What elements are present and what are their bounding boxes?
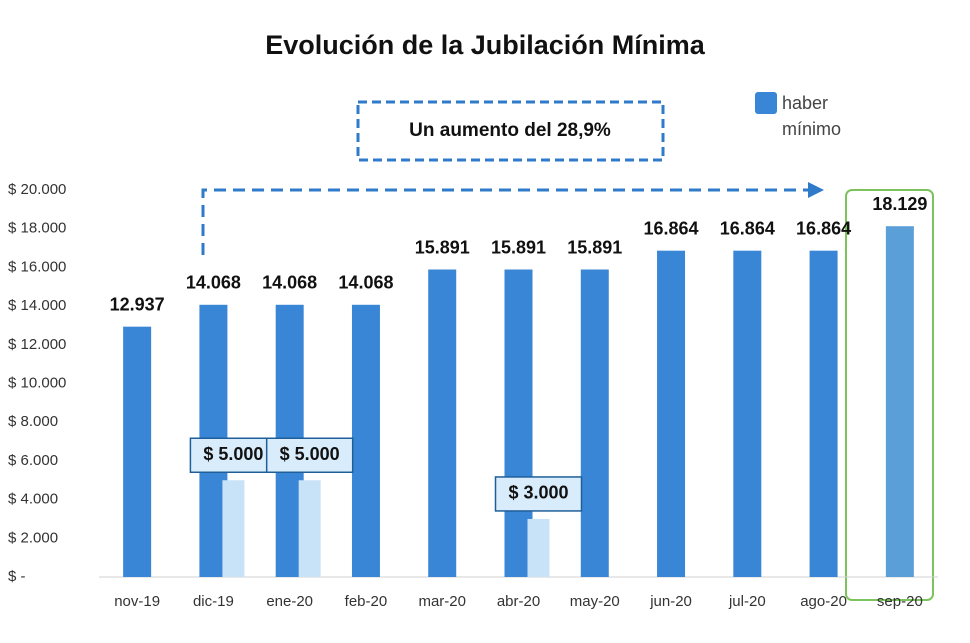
- value-label: 14.068: [186, 273, 241, 293]
- bonus-bar: [298, 480, 321, 577]
- value-label: 15.891: [415, 237, 470, 257]
- y-tick-label: $ 8.000: [8, 413, 58, 430]
- y-tick-label: $ 2.000: [8, 529, 58, 546]
- bar: [733, 250, 762, 578]
- arrow-head: [808, 182, 824, 198]
- bonus-label-box: [189, 437, 278, 473]
- chart-title: Evolución de la Jubilación Mínima: [265, 30, 706, 60]
- bar: [351, 304, 380, 577]
- y-tick-label: $ -: [8, 568, 26, 585]
- bonus-label-box: [494, 476, 583, 512]
- x-tick-label: jul-20: [728, 593, 766, 610]
- y-tick-label: $ 18.000: [8, 220, 66, 237]
- y-tick-label: $ 16.000: [8, 258, 66, 275]
- bar: [809, 250, 838, 578]
- x-tick-label: abr-20: [497, 593, 540, 610]
- value-label: 15.891: [491, 237, 546, 257]
- value-label: 14.068: [262, 273, 317, 293]
- value-label: 14.068: [338, 273, 393, 293]
- bonus-label: $ 5.000: [280, 444, 340, 464]
- arrow: [201, 188, 812, 255]
- x-tick-label: feb-20: [345, 593, 388, 610]
- highlight-box: [845, 189, 934, 601]
- x-tick-label: dic-19: [193, 593, 234, 610]
- y-tick-label: $ 10.000: [8, 374, 66, 391]
- x-tick-label: ago-20: [800, 593, 847, 610]
- bonus-label: $ 3.000: [508, 483, 568, 503]
- bonus-bar: [222, 480, 245, 577]
- annotation: Un aumento del 28,9%: [409, 120, 611, 141]
- bonus-label: $ 5.000: [203, 444, 263, 464]
- x-tick-label: mar-20: [418, 593, 466, 610]
- y-tick-label: $ 14.000: [8, 297, 66, 314]
- value-label: 16.864: [644, 218, 699, 238]
- y-tick-label: $ 4.000: [8, 491, 58, 508]
- legend-label: haber mínimo: [782, 93, 842, 139]
- value-label: 16.864: [796, 218, 851, 238]
- y-tick-label: $ 12.000: [8, 336, 66, 353]
- value-label: 15.891: [567, 237, 622, 257]
- legend-swatch: [755, 92, 777, 114]
- bonus-label-box: [265, 437, 354, 473]
- x-tick-label: sep-20: [877, 593, 923, 610]
- bonus-bar: [527, 518, 550, 577]
- bar: [885, 226, 914, 577]
- bar: [123, 326, 152, 577]
- bar: [580, 269, 609, 577]
- bar: [657, 250, 686, 578]
- bar: [428, 269, 457, 577]
- y-tick-label: $ 20.000: [8, 181, 66, 198]
- x-tick-label: jun-20: [649, 593, 692, 610]
- x-tick-label: may-20: [570, 593, 620, 610]
- value-label: 16.864: [720, 218, 775, 238]
- x-tick-label: nov-19: [114, 593, 160, 610]
- x-tick-label: ene-20: [266, 593, 313, 610]
- value-label: 18.129: [872, 194, 927, 214]
- y-tick-label: $ 6.000: [8, 452, 58, 469]
- value-label: 12.937: [110, 294, 165, 314]
